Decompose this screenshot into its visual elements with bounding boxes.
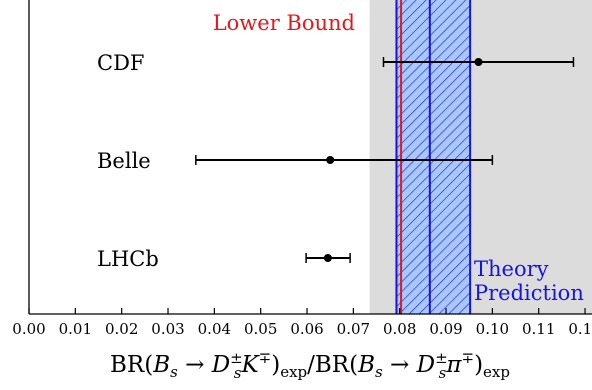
x-tick-label: 0.06 — [290, 320, 323, 338]
theory-band-hatch — [396, 0, 471, 314]
measurement-label: LHCb — [97, 247, 159, 271]
lower-bound-label: Lower Bound — [213, 11, 355, 35]
data-point — [326, 156, 335, 164]
x-tick-label: 0.05 — [244, 320, 277, 338]
data-point — [474, 58, 483, 66]
measurement-labels: CDF Belle LHCb — [97, 51, 159, 271]
x-tick-label: 0.03 — [151, 320, 184, 338]
x-tick-label: 0.02 — [105, 320, 138, 338]
theory-label-line1: Theory — [474, 257, 549, 281]
measurements — [195, 57, 575, 263]
x-tick-label: 0.07 — [337, 320, 370, 338]
x-axis-ticks: 0.00 0.01 0.02 0.03 0.04 0.05 0.06 0.07 0.08 0.09… — [12, 308, 592, 338]
data-point — [323, 254, 332, 262]
x-axis-label: BR(Bs → D± sK∓)exp/BR(Bs → D± sπ∓)exp — [110, 349, 510, 382]
x-tick-label: 0.10 — [476, 320, 509, 338]
measurement-label: Belle — [97, 149, 151, 173]
x-tick-label: 0.09 — [429, 320, 462, 338]
x-tick-label: 0.08 — [383, 320, 416, 338]
x-tick-label: 0.12 — [568, 320, 592, 338]
theory-label-line2: Prediction — [474, 281, 584, 305]
x-tick-label: 0.01 — [59, 320, 92, 338]
x-tick-label: 0.00 — [12, 320, 45, 338]
measurement-label: CDF — [97, 51, 144, 75]
x-tick-label: 0.04 — [198, 320, 231, 338]
x-tick-label: 0.11 — [522, 320, 555, 338]
